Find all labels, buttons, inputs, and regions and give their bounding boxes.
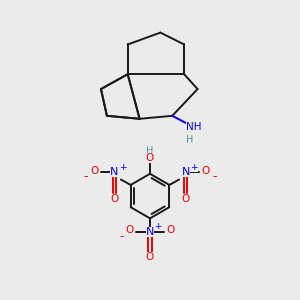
Text: O: O	[166, 225, 174, 235]
Text: O: O	[90, 166, 98, 176]
Text: O: O	[110, 194, 118, 204]
Text: O: O	[146, 153, 154, 163]
Text: H: H	[185, 135, 193, 145]
Text: +: +	[154, 222, 162, 231]
Text: N: N	[146, 227, 154, 237]
Text: +: +	[190, 163, 198, 172]
Text: -: -	[119, 230, 124, 243]
Text: +: +	[119, 163, 126, 172]
Text: O: O	[202, 166, 210, 176]
Text: N: N	[182, 167, 190, 177]
Text: -: -	[83, 170, 88, 183]
Text: -: -	[212, 170, 217, 183]
Text: O: O	[126, 225, 134, 235]
Text: NH: NH	[186, 122, 201, 132]
Text: O: O	[146, 252, 154, 262]
Text: N: N	[110, 167, 118, 177]
Text: H: H	[146, 146, 154, 156]
Text: O: O	[182, 194, 190, 204]
